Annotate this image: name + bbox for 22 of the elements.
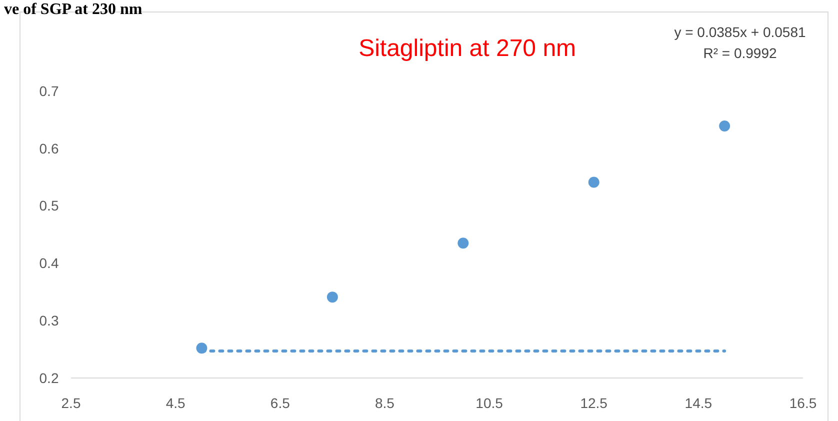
y-tick-label: 0.3: [39, 312, 59, 328]
y-tick-label: 0.7: [39, 82, 59, 99]
text: y = 0.0385x + 0.0581: [674, 24, 806, 40]
y-tick-label: 0.4: [39, 255, 59, 272]
y-tick-label: 0.5: [39, 198, 59, 214]
x-tick-label: 12.5: [580, 395, 608, 411]
x-tick-label: 2.5: [61, 395, 81, 411]
x-tick-label: 4.5: [166, 395, 186, 411]
x-tick-label: 8.5: [374, 395, 395, 411]
point: [588, 176, 600, 188]
x-tick-label: 14.5: [684, 395, 712, 411]
point: [719, 120, 730, 132]
text: R² = 0.9992: [703, 45, 777, 61]
chart-title: Sitagliptin at 270 nm: [358, 35, 576, 62]
text: ve of SGP at 230 nm: [4, 1, 143, 18]
point: [326, 292, 338, 303]
x-tick-label: 16.5: [789, 395, 817, 411]
y-tick-label: 0.2: [39, 370, 59, 386]
x-tick-label: 10.5: [476, 395, 504, 411]
point: [458, 238, 469, 249]
x-tick-label: 6.5: [270, 395, 290, 411]
y-tick-label: 0.6: [39, 140, 59, 156]
